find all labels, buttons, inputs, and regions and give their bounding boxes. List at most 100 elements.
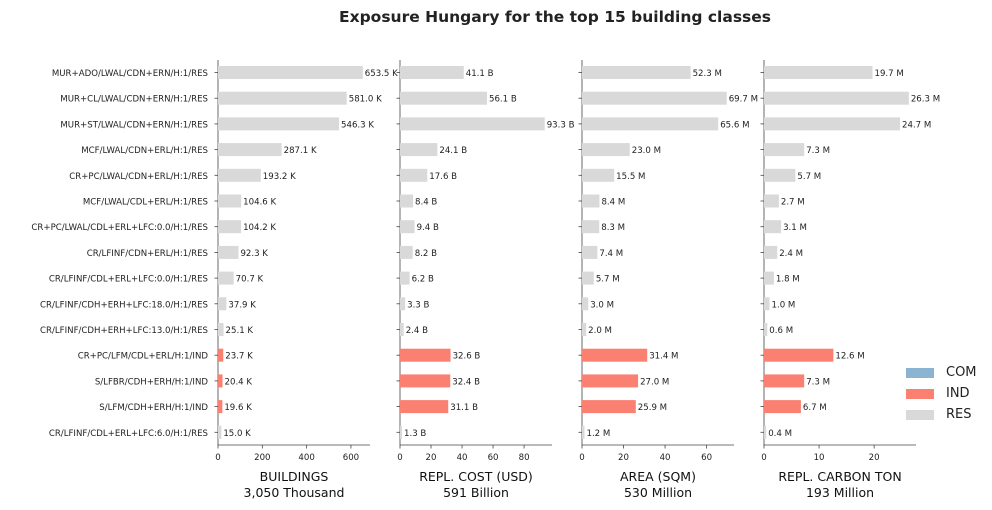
bar <box>400 91 488 105</box>
data-label: 19.6 K <box>224 403 252 413</box>
bar <box>400 323 404 336</box>
data-label: 1.8 M <box>776 275 800 285</box>
data-label: 41.1 B <box>466 69 494 79</box>
data-label: 52.3 M <box>693 69 722 79</box>
data-label: 27.0 M <box>640 377 669 387</box>
data-label: 25.9 M <box>638 403 667 413</box>
data-label: 7.3 M <box>806 377 830 387</box>
category-label: MCF/LWAL/CDN+ERL/H:1/RES <box>81 146 208 156</box>
data-label: 15.0 K <box>223 429 251 439</box>
bar <box>218 194 242 208</box>
category-label: CR/LFINF/CDN+ERL/H:1/RES <box>87 249 208 259</box>
category-label: CR+PC/LFM/CDL+ERL/H:1/IND <box>78 352 209 362</box>
bar <box>764 117 901 131</box>
data-label: 37.9 K <box>228 300 256 310</box>
bar <box>764 297 770 311</box>
category-label: MUR+ADO/LWAL/CDN+ERN/H:1/RES <box>52 69 208 79</box>
data-label: 581.0 K <box>349 95 382 105</box>
data-label: 32.6 B <box>453 352 481 362</box>
category-label: MUR+CL/LWAL/CDN+ERN/H:1/RES <box>60 95 208 105</box>
bar <box>764 194 779 208</box>
bar <box>218 323 224 336</box>
bar <box>764 400 801 414</box>
data-label: 546.3 K <box>341 120 374 130</box>
bar <box>400 374 451 388</box>
data-label: 3.0 M <box>590 300 614 310</box>
chart-title: Exposure Hungary for the top 15 building… <box>338 8 772 26</box>
data-label: 24.7 M <box>902 120 931 130</box>
bar <box>400 194 414 208</box>
legend-label-res: RES <box>946 407 972 422</box>
x-axis-label: BUILDINGS <box>260 469 329 484</box>
bar <box>582 297 589 311</box>
category-label: CR/LFINF/CDL+ERL+LFC:0.0/H:1/RES <box>49 275 208 285</box>
bar <box>764 168 796 182</box>
legend-label-com: COM <box>946 365 977 380</box>
data-label: 23.0 M <box>632 146 661 156</box>
bar <box>582 374 639 388</box>
data-label: 24.1 B <box>439 146 467 156</box>
x-tick-label: 80 <box>519 453 530 463</box>
data-label: 25.1 K <box>226 326 254 336</box>
bar <box>582 168 615 182</box>
data-label: 6.2 B <box>412 275 434 285</box>
data-label: 32.4 B <box>452 377 480 387</box>
bar <box>582 66 691 79</box>
category-label: S/LFBR/CDH+ERH/H:1/IND <box>95 377 209 387</box>
bar <box>764 143 805 157</box>
x-tick-label: 600 <box>343 453 359 463</box>
bar <box>400 143 438 157</box>
x-tick-label: 0 <box>579 453 584 463</box>
bar <box>764 220 782 234</box>
bar <box>764 271 774 285</box>
data-label: 2.7 M <box>781 198 805 208</box>
data-label: 0.6 M <box>769 326 793 336</box>
data-label: 1.2 M <box>586 429 610 439</box>
legend-swatch-ind <box>906 388 934 399</box>
bar <box>582 348 648 362</box>
data-label: 7.4 M <box>599 249 623 259</box>
bar <box>764 323 768 336</box>
data-label: 653.5 K <box>365 69 398 79</box>
bar <box>400 66 464 79</box>
x-tick-label: 0 <box>215 453 220 463</box>
x-axis-subtitle: 193 Million <box>806 485 874 500</box>
bar <box>582 425 585 439</box>
data-label: 3.1 M <box>783 223 807 233</box>
data-label: 23.7 K <box>225 352 253 362</box>
data-label: 8.2 B <box>415 249 437 259</box>
bar <box>400 297 406 311</box>
bar <box>582 143 630 157</box>
bar <box>218 168 261 182</box>
data-label: 2.4 B <box>406 326 428 336</box>
bar <box>582 323 587 336</box>
legend: COM IND RES <box>906 362 977 425</box>
x-axis-label: REPL. CARBON TON <box>778 469 901 484</box>
category-label: CR+PC/LWAL/CDL+ERL+LFC:0.0/H:1/RES <box>31 223 208 233</box>
data-label: 65.6 M <box>720 120 749 130</box>
data-label: 1.3 B <box>404 429 426 439</box>
data-label: 287.1 K <box>284 146 317 156</box>
x-axis-subtitle: 591 Billion <box>443 485 509 500</box>
x-tick-label: 40 <box>660 453 671 463</box>
x-tick-label: 40 <box>457 453 468 463</box>
data-label: 19.7 M <box>874 69 903 79</box>
bar <box>582 271 594 285</box>
data-label: 5.7 M <box>596 275 620 285</box>
x-axis-label: REPL. COST (USD) <box>419 469 533 484</box>
bar <box>764 91 909 105</box>
data-label: 1.0 M <box>772 300 796 310</box>
data-label: 3.3 B <box>407 300 429 310</box>
bar <box>764 348 834 362</box>
data-label: 20.4 K <box>225 377 253 387</box>
bar <box>218 297 227 311</box>
data-label: 2.0 M <box>588 326 612 336</box>
x-tick-label: 60 <box>701 453 712 463</box>
x-tick-label: 400 <box>298 453 314 463</box>
legend-item-com: COM <box>906 362 977 383</box>
bar <box>764 425 767 439</box>
data-label: 12.6 M <box>835 352 864 362</box>
data-label: 70.7 K <box>236 275 264 285</box>
bar <box>218 143 282 157</box>
